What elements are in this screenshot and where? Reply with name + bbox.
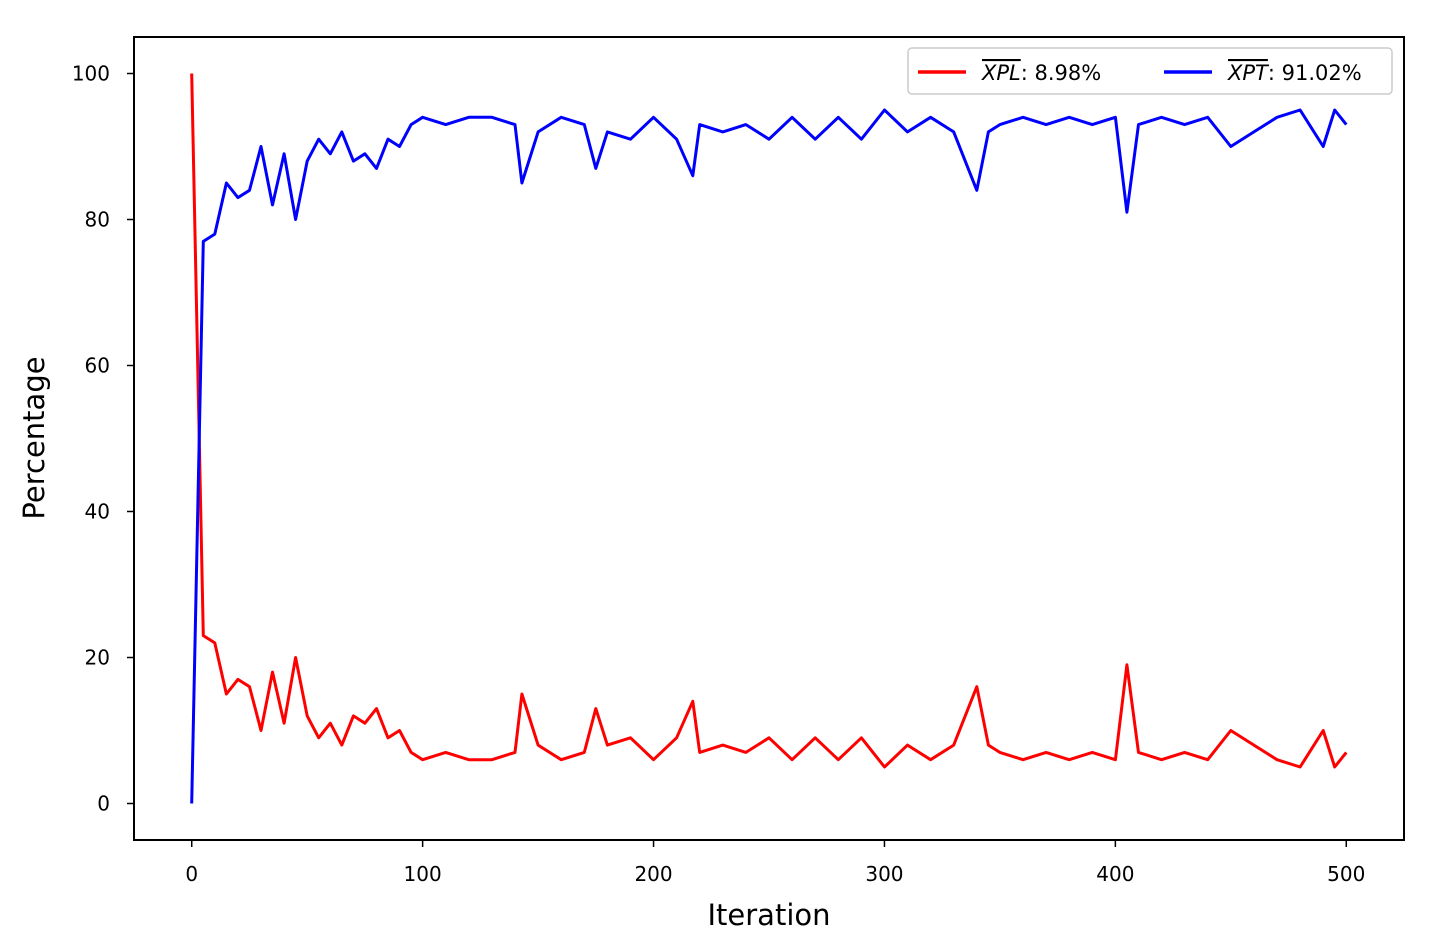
plot-frame — [133, 36, 1405, 841]
x-axis-title: Iteration — [707, 898, 830, 932]
series-layer — [190, 73, 1348, 804]
legend-series-name: XPT — [1227, 61, 1270, 85]
y-axis: 0 20 40 60 80 100 — [72, 62, 134, 816]
x-axis: 0 100 200 300 400 500 — [185, 840, 1365, 886]
x-tick-label: 400 — [1096, 862, 1134, 886]
legend-label-xpt: XPT: 91.02% — [1227, 61, 1362, 85]
x-tick-label: 200 — [634, 862, 672, 886]
series-line-xpt — [190, 108, 1348, 804]
y-tick-label: 60 — [85, 354, 110, 378]
series-line-xpl — [190, 73, 1348, 769]
x-tick-label: 500 — [1327, 862, 1365, 886]
x-tick-label: 100 — [404, 862, 442, 886]
y-axis-title: Percentage — [17, 356, 51, 519]
y-tick-label: 0 — [97, 792, 110, 816]
legend-label-xpl: XPL: 8.98% — [981, 61, 1101, 85]
legend-series-value: : 8.98% — [1021, 61, 1101, 85]
y-tick-label: 20 — [85, 646, 110, 670]
legend-box — [907, 47, 1393, 95]
y-tick-label: 40 — [85, 500, 110, 524]
legend-series-name: XPL — [981, 61, 1021, 85]
y-tick-label: 100 — [72, 62, 110, 86]
legend-series-value: : 91.02% — [1268, 61, 1362, 85]
y-tick-label: 80 — [85, 208, 110, 232]
legend: XPL: 8.98% XPT: 91.02% — [907, 47, 1393, 95]
x-tick-label: 0 — [185, 862, 198, 886]
x-tick-label: 300 — [865, 862, 903, 886]
